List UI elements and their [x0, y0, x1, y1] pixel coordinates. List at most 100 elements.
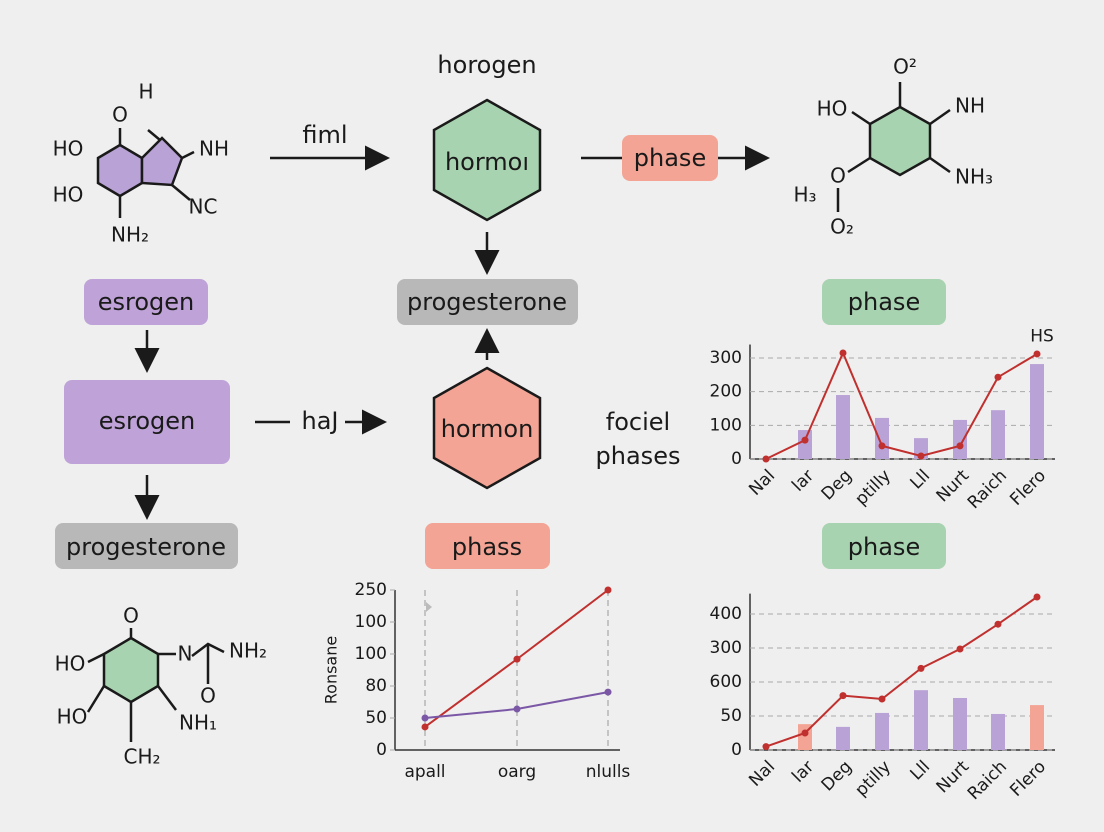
node-label: hormoı [445, 148, 529, 176]
y-tick-label: 0 [731, 740, 742, 760]
side-text: fociel [606, 408, 670, 436]
atom: O [112, 103, 128, 127]
molecule-bottom-left: O HO N NH₂ O HO NH₁ CH₂ [55, 604, 267, 769]
point [878, 442, 886, 450]
y-tick-label: 400 [710, 604, 742, 624]
atom: NH₃ [955, 165, 993, 189]
box [822, 523, 946, 569]
node-label: phase [634, 144, 706, 172]
bar [914, 690, 928, 750]
point [513, 655, 521, 663]
point [917, 452, 925, 460]
point [801, 436, 809, 444]
bar [914, 438, 928, 459]
atom: H [138, 80, 153, 104]
molecule-top-right: O² HO NH NH₃ H₃ O O₂ [793, 55, 993, 239]
hexagon [432, 366, 542, 490]
box [397, 279, 578, 325]
atom: NH₂ [229, 639, 267, 663]
bar [1030, 705, 1044, 750]
atom: HO [817, 97, 848, 121]
atom: HO [53, 183, 84, 207]
point [994, 620, 1002, 628]
line-series [765, 350, 1038, 460]
point [994, 373, 1002, 381]
atom: NH₁ [179, 711, 217, 735]
node-label: esrogen [99, 407, 196, 435]
point [878, 695, 886, 703]
y-tick-label: 100 [355, 644, 387, 664]
hexagon [432, 98, 542, 222]
y-tick-label: 600 [710, 672, 742, 692]
y-tick-label: 50 [365, 708, 387, 728]
point [421, 723, 429, 731]
atom: N [178, 642, 193, 666]
y-tick-label: 300 [710, 638, 742, 658]
bar [953, 697, 967, 750]
atom: HO [55, 652, 86, 676]
point [604, 688, 612, 696]
molecule-top-left: O H HO HO NH NH₂ NC [53, 80, 229, 247]
bar [953, 419, 967, 459]
atom: O [830, 164, 846, 188]
atom: NH [199, 137, 229, 161]
node-label: phase [848, 288, 920, 316]
atom: CH₂ [123, 745, 160, 769]
point [421, 714, 429, 722]
side-text: phases [596, 442, 681, 470]
point [956, 442, 964, 450]
node-label: phass [452, 533, 522, 561]
point [513, 705, 521, 713]
y-tick-label: 0 [731, 449, 742, 469]
atom: HO [53, 137, 84, 161]
line-series [765, 596, 1038, 748]
point [917, 664, 925, 672]
box [84, 279, 208, 325]
annotation: HS [1030, 327, 1054, 347]
bar [875, 417, 889, 459]
y-tick-label: 300 [710, 348, 742, 368]
bar [836, 395, 850, 459]
bar [875, 712, 889, 750]
box [822, 279, 946, 325]
point [956, 645, 964, 653]
point [1033, 593, 1041, 601]
x-tick-label: oarg [498, 762, 536, 782]
x-tick-label: nlulls [586, 762, 631, 782]
box [64, 380, 230, 464]
point [839, 692, 847, 700]
atom: O [123, 604, 139, 628]
point [839, 349, 847, 357]
atom: NH [955, 94, 985, 118]
y-tick-label: 0 [376, 740, 387, 760]
node-label: progesterone [66, 533, 226, 561]
arrow-label: haJ [302, 407, 339, 435]
atom: O [200, 684, 216, 708]
marker [426, 602, 432, 612]
point [762, 455, 770, 463]
point [604, 586, 612, 594]
atom: HO [57, 705, 88, 729]
title: horogen [437, 51, 536, 79]
atom: O² [893, 55, 917, 79]
node-label: esrogen [98, 288, 195, 316]
atom: O₂ [830, 215, 854, 239]
x-tick-label: apall [404, 762, 445, 782]
point [762, 743, 770, 751]
node-label: hormon [441, 415, 534, 443]
bar [836, 726, 850, 750]
node-label: progesterone [407, 288, 567, 316]
atom: NH₂ [111, 223, 149, 247]
y-tick-label: 200 [710, 382, 742, 402]
y-axis-label: Ronsane [322, 636, 341, 704]
point [801, 729, 809, 737]
arrow-label: fiml [302, 121, 347, 149]
atom: H₃ [793, 183, 816, 207]
bar [991, 410, 1005, 459]
box [55, 523, 238, 569]
y-tick-label: 100 [710, 415, 742, 435]
atom: NC [189, 195, 218, 219]
bar [1030, 364, 1044, 459]
bar [798, 430, 812, 459]
